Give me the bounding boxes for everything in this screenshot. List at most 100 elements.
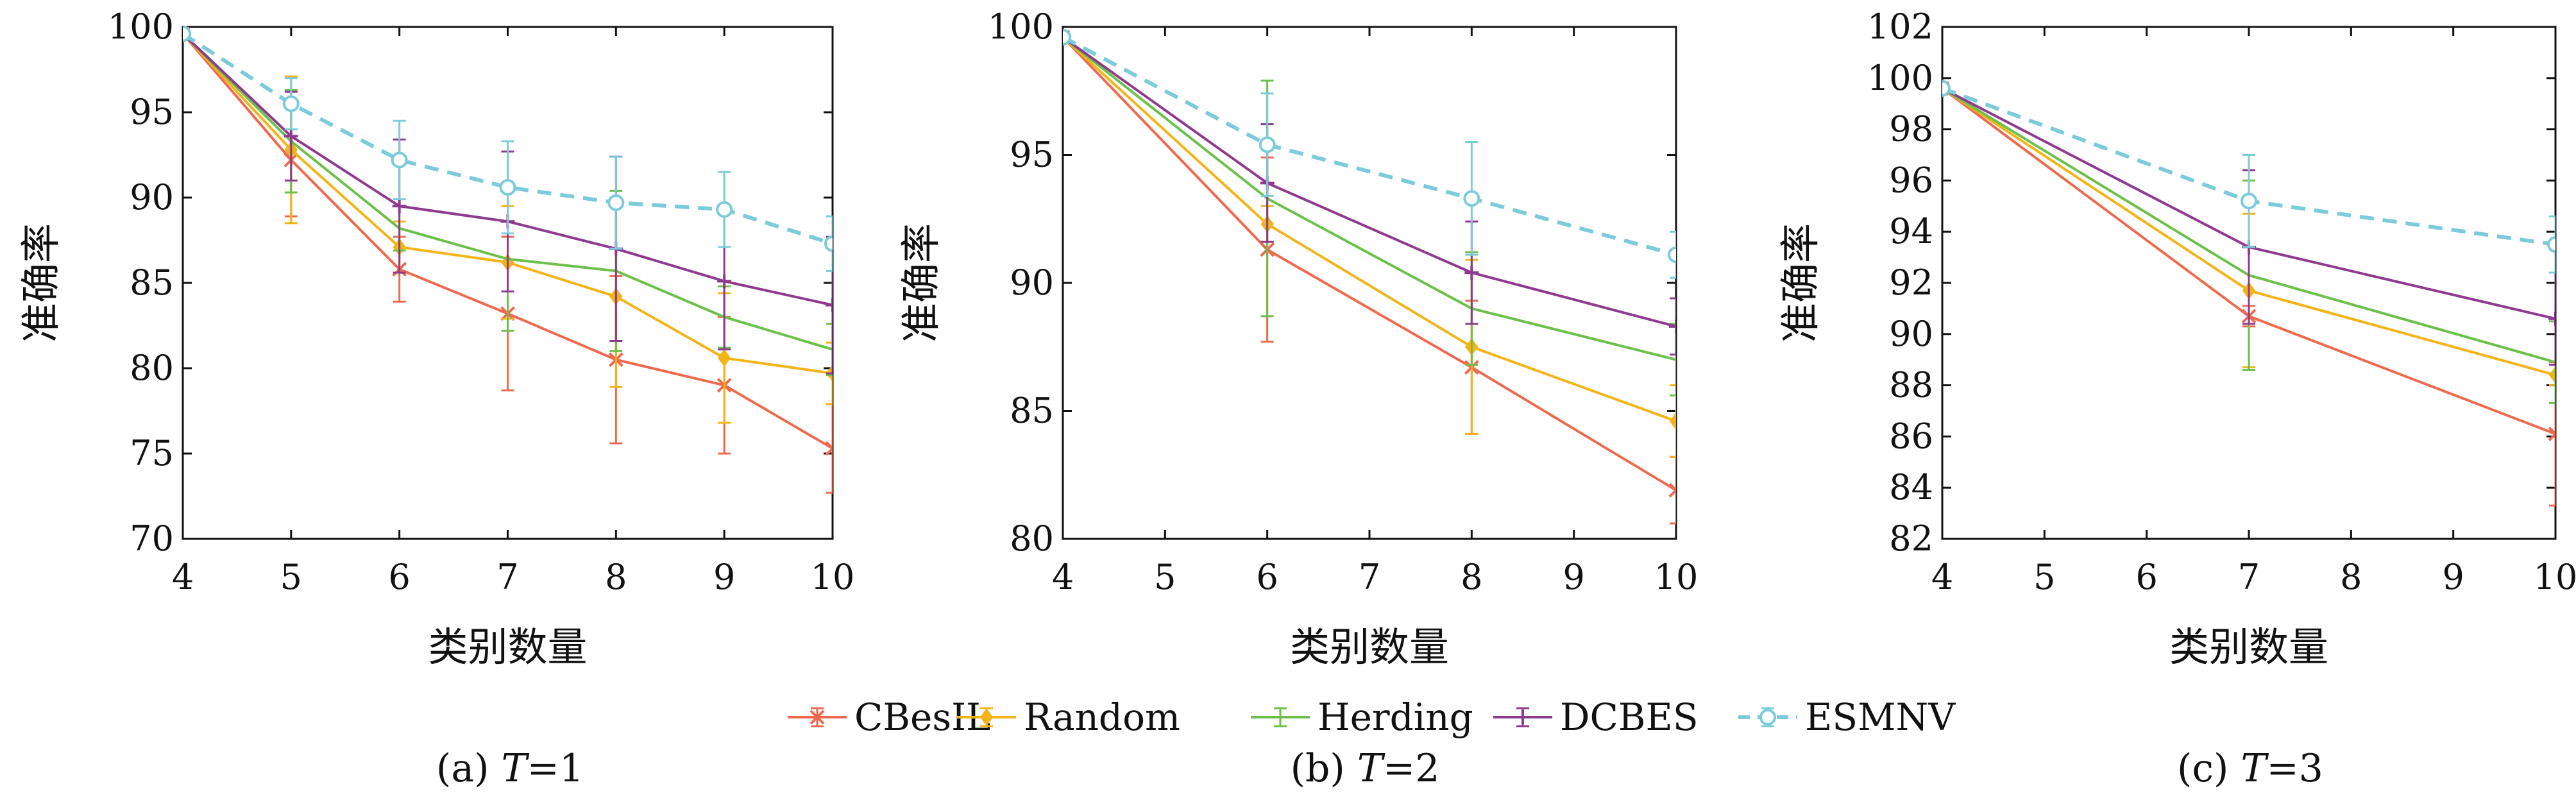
x-tick-label: 6 <box>1256 557 1278 597</box>
legend-swatch-errorbar <box>1274 707 1287 727</box>
esmnv-marker <box>391 151 408 169</box>
caption-prefix: (b) <box>1291 746 1357 791</box>
esmnv-marker <box>1668 246 1676 264</box>
esmnv-marker <box>499 179 516 196</box>
y-tick-label: 96 <box>1889 160 1933 200</box>
y-tick-label: 86 <box>1889 416 1933 456</box>
esmnv-marker <box>282 95 300 112</box>
y-tick-label: 70 <box>130 518 174 559</box>
caption-variable: T <box>2241 746 2269 791</box>
y-tick-label: 88 <box>1889 365 1933 405</box>
y-tick-label: 95 <box>1010 135 1054 175</box>
panel-caption: (a) T=1 <box>436 746 584 791</box>
random-marker <box>1669 412 1676 430</box>
random-marker <box>717 349 731 367</box>
x-axis-label: 类别数量 <box>428 624 587 670</box>
series-line-random <box>1063 36 1676 423</box>
random-marker <box>2548 366 2555 384</box>
series-line-herding <box>1063 36 1676 361</box>
y-tick-label: 82 <box>1889 518 1933 559</box>
x-tick-label: 8 <box>2340 557 2362 597</box>
cbesil-marker <box>825 441 833 456</box>
y-tick-label: 92 <box>1889 262 1933 303</box>
esmnv-error-bar <box>826 215 833 272</box>
caption-variable: T <box>502 746 530 791</box>
y-tick-label: 75 <box>130 433 174 473</box>
caption-prefix: (a) <box>436 746 502 791</box>
y-tick-label: 90 <box>130 177 174 217</box>
esmnv-marker <box>183 25 191 42</box>
dcbes-marker <box>826 298 833 312</box>
y-tick-label: 100 <box>1867 58 1933 98</box>
x-tick-label: 9 <box>2442 557 2464 597</box>
x-tick-label: 6 <box>388 557 410 597</box>
y-tick-label: 100 <box>108 6 174 47</box>
caption-value: =3 <box>2267 746 2323 791</box>
chart-panel-2: 80 85 90 95 100 4 5 6 7 8 9 10 类别数量 准确率 (b) T=2 <box>897 6 1698 791</box>
legend-label: Herding <box>1318 695 1473 739</box>
x-tick-label: 4 <box>172 557 194 597</box>
esmnv-marker <box>1463 190 1480 207</box>
dcbes-marker <box>1464 266 1479 280</box>
x-tick-label: 7 <box>2238 557 2260 597</box>
dcbes-marker <box>392 199 407 214</box>
legend: CBesIL Random Herding DCBES ESMNV <box>788 695 1956 739</box>
y-axis-label: 准确率 <box>17 223 64 343</box>
y-tick-label: 80 <box>130 348 174 388</box>
esmnv-error-bar <box>2549 215 2555 274</box>
random-error-bar <box>1670 384 1676 458</box>
x-tick-label: 7 <box>1359 557 1380 597</box>
legend-dcbes-marker <box>1516 710 1530 724</box>
y-tick-label: 90 <box>1889 314 1933 354</box>
series-line-cbesil <box>1063 36 1676 491</box>
x-tick-label: 5 <box>1154 557 1176 597</box>
dcbes-marker <box>2548 311 2555 326</box>
dcbes-marker <box>284 129 298 144</box>
dcbes-error-bar <box>1670 297 1676 356</box>
dcbes-marker <box>717 274 732 289</box>
esmnv-error-bar <box>1670 230 1676 279</box>
panel-caption: (b) T=2 <box>1291 746 1440 791</box>
y-tick-label: 95 <box>130 92 174 132</box>
x-tick-label: 9 <box>1563 557 1584 597</box>
esmnv-marker <box>1258 136 1276 153</box>
esmnv-marker <box>1942 80 1951 97</box>
y-tick-label: 100 <box>988 6 1054 47</box>
herding-error-bar <box>826 323 833 377</box>
legend-item-random: Random <box>957 695 1180 739</box>
esmnv-marker <box>1063 28 1071 46</box>
chart-panel-1: 70 75 80 85 90 95 100 4 5 6 7 8 9 10 类别数量 准确率 (a) T=1 <box>17 6 854 791</box>
random-error-bar <box>826 341 833 405</box>
legend-label: DCBES <box>1560 695 1699 739</box>
y-tick-label: 84 <box>1889 467 1933 507</box>
esmnv-marker <box>607 194 625 211</box>
legend-item-esmnv: ESMNV <box>1738 695 1956 739</box>
x-tick-label: 4 <box>1931 557 1953 597</box>
caption-value: =1 <box>527 746 584 791</box>
x-tick-label: 8 <box>1461 557 1482 597</box>
y-tick-label: 85 <box>1010 391 1054 431</box>
panel-caption: (c) T=3 <box>2177 746 2323 791</box>
x-tick-label: 6 <box>2135 557 2157 597</box>
x-tick-label: 4 <box>1052 557 1074 597</box>
esmnv-marker <box>2547 236 2555 253</box>
legend-item-herding: Herding <box>1251 695 1473 739</box>
legend-random-marker <box>979 708 994 726</box>
legend-esmnv-marker <box>1759 709 1776 726</box>
y-tick-label: 80 <box>1010 518 1054 559</box>
cbesil-marker <box>1668 482 1676 498</box>
esmnv-marker <box>2241 192 2257 210</box>
legend-cbesil-marker <box>809 709 825 725</box>
y-tick-label: 85 <box>130 262 174 303</box>
x-tick-label: 5 <box>2033 557 2055 597</box>
caption-value: =2 <box>1383 746 1439 791</box>
y-tick-label: 90 <box>1010 262 1054 303</box>
series-line-dcbes <box>1063 36 1676 328</box>
legend-item-dcbes: DCBES <box>1493 695 1699 739</box>
y-tick-label: 102 <box>1867 6 1933 47</box>
x-tick-label: 10 <box>811 557 855 597</box>
caption-prefix: (c) <box>2177 746 2241 791</box>
series-group <box>1942 80 2555 507</box>
x-tick-label: 9 <box>713 557 735 597</box>
x-tick-label: 5 <box>280 557 302 597</box>
